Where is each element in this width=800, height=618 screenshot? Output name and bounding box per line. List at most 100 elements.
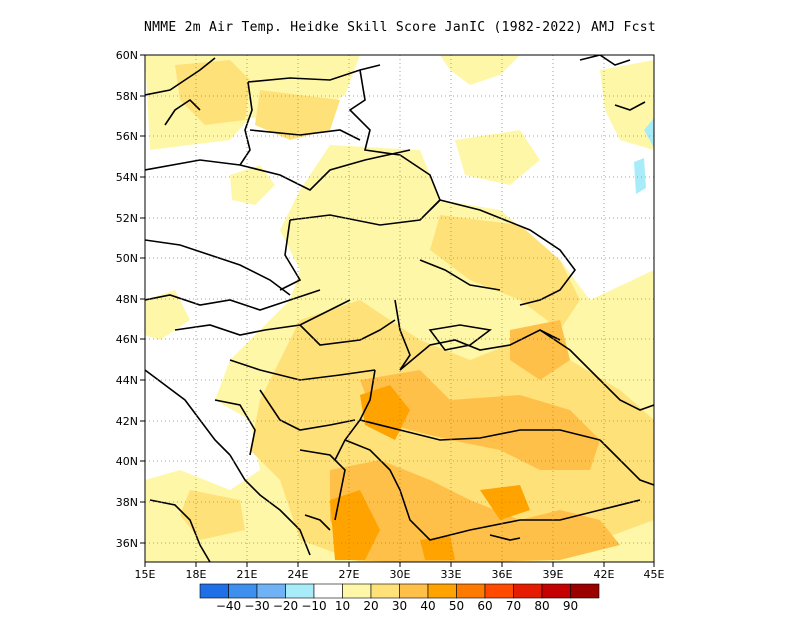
coast-turkey-south [344, 439, 641, 541]
shading-aegean [330, 490, 380, 560]
shading-central [230, 165, 275, 205]
lon-tick-label: 15E [135, 568, 156, 581]
border-bulgaria [259, 389, 356, 431]
lon-tick-label: 18E [186, 568, 207, 581]
colorbar-swatch [370, 583, 400, 599]
colorbar-swatch [399, 583, 429, 599]
lat-tick-label: 58N [116, 90, 138, 103]
lat-tick-label: 60N [116, 49, 138, 62]
lat-tick-label: 44N [116, 374, 138, 387]
island-crete [304, 514, 331, 531]
colorbar-label: −30 [244, 599, 269, 613]
colorbar-swatch [456, 583, 486, 599]
shading-far-east [600, 60, 654, 150]
coast-black-sea-south [359, 419, 601, 441]
colorbar-swatch [256, 583, 286, 599]
border-danube [229, 359, 376, 381]
lat-tick-label: 46N [116, 333, 138, 346]
lat-tick-label: 40N [116, 455, 138, 468]
colorbar-label: −20 [273, 599, 298, 613]
colorbar [199, 583, 600, 599]
colorbar-swatch [199, 583, 229, 599]
lat-tick-label: 50N [116, 252, 138, 265]
colorbar-labels: −40 −30 −20 −10 10 20 30 40 50 60 70 80 90 [216, 599, 578, 613]
shading-negative-2 [634, 158, 646, 194]
river-volga [614, 101, 646, 111]
colorbar-swatch [570, 583, 600, 599]
colorbar-label: −10 [301, 599, 326, 613]
lat-tick-label: 54N [116, 171, 138, 184]
shading-west [145, 290, 190, 340]
coast-finland-gulf [247, 64, 381, 83]
shading-baltic-2 [255, 90, 340, 140]
shading-east-central [455, 130, 540, 185]
coast-greece-west [229, 454, 311, 556]
coast-greece-east [299, 449, 346, 521]
lat-tick-label: 42N [116, 415, 138, 428]
shading-anatolia-south [330, 460, 620, 562]
colorbar-label: 10 [335, 599, 350, 613]
colorbar-label: 70 [506, 599, 521, 613]
border-czech [145, 239, 291, 296]
colorbar-swatch [228, 583, 258, 599]
shading-anatolia-north [360, 370, 600, 470]
coast-italy-south [149, 499, 211, 562]
colorbar-swatch [513, 583, 543, 599]
colorbar-label: 20 [363, 599, 378, 613]
coastlines-borders [145, 55, 654, 562]
coast-adriatic [145, 369, 231, 456]
lat-tick-label: 52N [116, 212, 138, 225]
coast-gotland [164, 98, 201, 126]
lon-tick-label: 33E [441, 568, 462, 581]
border-romania-north [299, 319, 396, 346]
border-ukraine-russia [439, 199, 576, 306]
border-austria-slovakia [145, 289, 321, 311]
coast-sweden [145, 57, 216, 96]
lon-tick-label: 21E [237, 568, 258, 581]
shading-north-east [440, 55, 520, 85]
island-cyprus [489, 534, 521, 541]
shading-ukraine [430, 215, 580, 330]
colorbar-swatch [427, 583, 457, 599]
lat-tick-label: 38N [116, 496, 138, 509]
lon-tick-label: 30E [390, 568, 411, 581]
shading-baltic [175, 60, 250, 125]
colorbar-label: 50 [449, 599, 464, 613]
colorbar-swatch [484, 583, 514, 599]
colorbar-label: −40 [216, 599, 241, 613]
lat-tick-label: 48N [116, 293, 138, 306]
colorbar-label: 40 [420, 599, 435, 613]
border-latvia [249, 129, 361, 141]
colorbar-swatch [285, 583, 315, 599]
border-georgia [599, 439, 654, 486]
chart-title: NMME 2m Air Temp. Heidke Skill Score Jan… [144, 20, 656, 35]
border-serbia-albania [214, 399, 256, 456]
border-poland-north [145, 149, 411, 191]
border-poland-ukraine [279, 219, 302, 291]
coast-white-sea [579, 55, 631, 66]
lon-tick-label: 27E [339, 568, 360, 581]
colorbar-swatch [541, 583, 571, 599]
colorbar-label: 90 [563, 599, 578, 613]
lon-tick-label: 39E [543, 568, 564, 581]
skill-shading [145, 55, 654, 562]
border-belarus-south [289, 199, 441, 226]
lat-tick-label: 36N [116, 537, 138, 550]
lat-tick-label: 56N [116, 130, 138, 143]
tick-marks [140, 54, 655, 567]
colorbar-label: 60 [477, 599, 492, 613]
coast-crimea [428, 324, 492, 351]
lon-tick-label: 36E [492, 568, 513, 581]
coast-caucasus [539, 329, 654, 411]
lon-tick-label: 42E [594, 568, 615, 581]
lon-tick-labels: 15E 18E 21E 24E 27E 30E 33E 36E 39E 42E … [135, 568, 665, 581]
shading-negative-1 [644, 118, 654, 148]
shading-anatolia-core [480, 485, 530, 520]
border-moldova [394, 299, 411, 371]
lon-tick-label: 24E [288, 568, 309, 581]
lat-tick-labels: 36N 38N 40N 42N 44N 46N 48N 50N 52N 54N … [116, 49, 138, 550]
lon-tick-label: 45E [644, 568, 665, 581]
colorbar-label: 80 [534, 599, 549, 613]
colorbar-label: 30 [392, 599, 407, 613]
